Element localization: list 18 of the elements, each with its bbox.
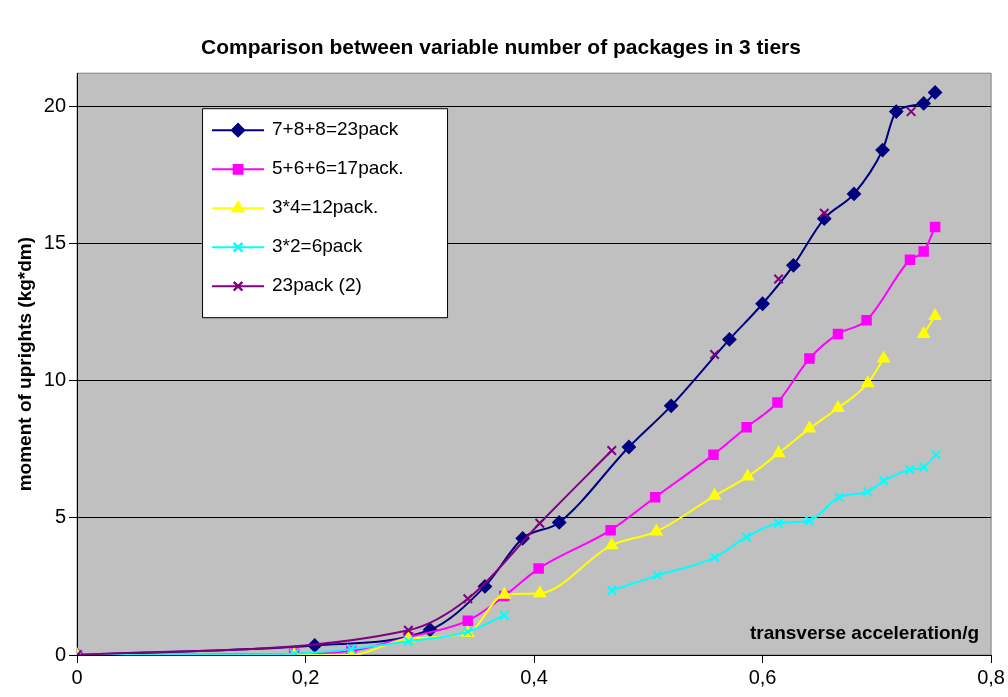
x-tick-label: 0,2 bbox=[291, 665, 320, 688]
x-axis-title: transverse acceleration/g bbox=[749, 621, 980, 643]
y-tick-label: 5 bbox=[54, 505, 67, 528]
y-tick-label: 15 bbox=[43, 230, 67, 253]
y-tick-label: 10 bbox=[43, 368, 67, 391]
y-axis-title: moment of uprights (kg*dm) bbox=[13, 236, 35, 492]
legend-label: 3*2=6pack bbox=[272, 235, 363, 257]
x-tick-label: 0,6 bbox=[748, 665, 777, 688]
chart-title: Comparison between variable number of packages in 3 tiers bbox=[201, 35, 801, 59]
legend-label: 7+8+8=23pack bbox=[272, 118, 399, 140]
x-tick-label: 0,8 bbox=[977, 665, 1005, 688]
legend-label: 3*4=12pack. bbox=[272, 196, 379, 218]
y-tick-label: 20 bbox=[43, 93, 67, 116]
x-tick-label: 0 bbox=[71, 665, 83, 688]
x-tick-label: 0,4 bbox=[520, 665, 548, 688]
legend-label: 5+6+6=17pack. bbox=[272, 157, 404, 179]
y-tick-label: 0 bbox=[54, 642, 67, 665]
legend-label: 23pack (2) bbox=[272, 274, 362, 296]
